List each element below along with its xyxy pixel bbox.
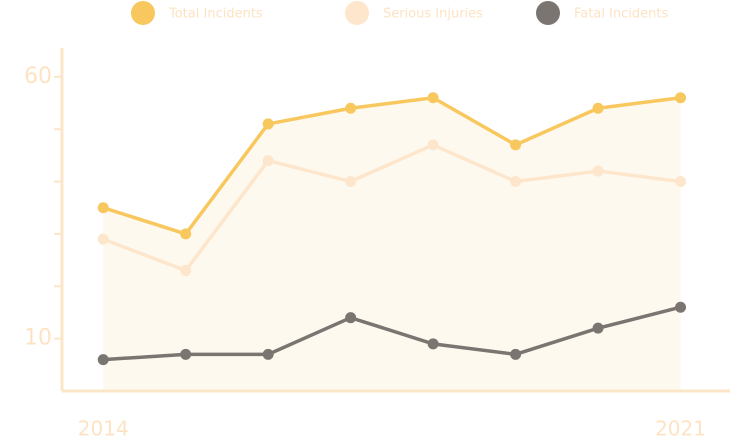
point: [510, 139, 522, 151]
point: [345, 102, 357, 114]
point: [180, 265, 192, 277]
point: [592, 322, 604, 334]
legend-swatch: [345, 1, 369, 25]
point: [262, 118, 274, 130]
point: [345, 176, 357, 188]
legend-label: Serious Injuries: [383, 7, 483, 22]
point: [427, 92, 439, 104]
point: [510, 176, 522, 188]
point: [97, 354, 109, 366]
x-tick-label: 2021: [655, 417, 706, 440]
point: [427, 338, 439, 350]
point: [97, 202, 109, 214]
line: [102, 95, 681, 236]
point: [262, 348, 274, 360]
point: [427, 139, 439, 151]
point: [345, 312, 357, 324]
line: [102, 142, 681, 273]
point: [592, 102, 604, 114]
legend-swatch: [536, 1, 560, 25]
point: [675, 176, 687, 188]
point: [180, 348, 192, 360]
point: [97, 233, 109, 245]
area: [103, 97, 681, 391]
legend-label: Fatal Incidents: [574, 7, 668, 22]
point: [510, 348, 522, 360]
line: [103, 305, 681, 362]
legend-label: Total Incidents: [168, 7, 263, 22]
point: [675, 92, 687, 104]
legend-swatch: [131, 1, 155, 25]
x-tick-label: 2014: [78, 417, 129, 440]
point: [592, 165, 604, 177]
point: [180, 228, 192, 240]
point: [675, 301, 687, 313]
point: [262, 155, 274, 167]
y-tick-label: 10: [24, 326, 52, 351]
y-tick-label: 60: [24, 64, 52, 89]
